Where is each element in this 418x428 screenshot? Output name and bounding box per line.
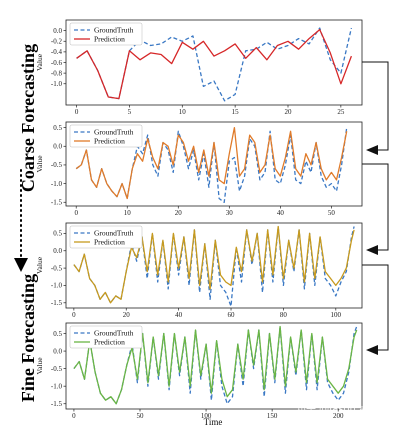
y-axis-label: Value [35,155,44,173]
legend-entry: GroundTruth [94,329,134,338]
figure-decorations [14,61,389,355]
y-tick-label: -1.5 [51,199,63,207]
y-tick-label: 0.5 [53,330,62,338]
x-tick-label: 80 [280,311,288,319]
connector-arrowhead-1 [366,145,378,155]
chart-panel-4: 0 50 100 150 200 -1.5 -1.0 -0.5 0.0 0.5 Value Groun… [35,322,363,420]
prediction-series-line [76,28,353,100]
x-tick-label: 0 [72,412,76,420]
y-tick-label: -0.2 [51,38,63,46]
x-tick-label: 25 [337,108,345,116]
groundtruth-series-line [76,27,353,102]
y-tick-label: -1.5 [51,400,63,408]
x-tick-label: 10 [124,209,132,217]
x-tick-label: 20 [285,108,293,116]
connector-arrowhead-3 [366,345,378,355]
x-tick-label: 20 [123,311,131,319]
legend-entry: Prediction [94,238,125,247]
prediction-series-line [73,325,358,405]
y-tick-label: -1.5 [51,299,63,307]
legend-entry: GroundTruth [94,26,134,35]
coarse-forecasting-label: Coarse Forecasting [18,44,38,192]
x-tick-label: 30 [226,209,234,217]
x-tick-label: 60 [228,311,236,319]
x-axis-label: Time [204,417,223,427]
y-tick-label: -0.5 [51,161,63,169]
x-tick-label: 40 [277,209,285,217]
x-tick-label: 10 [179,108,187,116]
x-tick-label: 0 [72,311,76,319]
legend-entry: Prediction [94,137,125,146]
y-tick-label: 0.0 [53,247,62,255]
x-tick-label: 0 [75,108,79,116]
y-tick-label: -0.5 [51,365,63,373]
fine-forecasting-label: Fine Forecasting [18,274,38,402]
y-axis-label: Value [35,53,44,71]
x-tick-label: 150 [267,412,278,420]
x-tick-label: 15 [232,108,240,116]
x-tick-label: 50 [137,412,145,420]
y-tick-label: 0.0 [53,347,62,355]
prediction-series-line [73,225,355,304]
left-arrowhead [14,258,28,272]
y-axis-label: Value [35,256,44,274]
y-tick-label: -1.0 [51,282,63,290]
prediction-series-line [75,126,348,200]
y-tick-label: -1.0 [51,382,63,390]
y-tick-label: -0.8 [51,69,63,77]
connector-arrowhead-2 [366,245,378,255]
y-tick-label: -1.0 [51,180,63,188]
connector-line-2 [362,163,389,251]
chart-panel-3: 0 20 40 60 80 100 -1.5 -1.0 -0.5 0.0 0.5 Value Groun… [35,222,363,319]
y-tick-label: -0.4 [51,48,63,56]
y-axis-label: Value [35,357,44,375]
legend-entry: GroundTruth [94,229,134,238]
x-tick-label: 200 [333,412,344,420]
x-tick-label: 40 [175,311,183,319]
x-tick-label: 5 [128,108,132,116]
y-tick-label: -0.5 [51,264,63,272]
x-tick-label: 0 [74,209,78,217]
y-tick-label: 0.0 [53,27,62,35]
legend-entry: GroundTruth [94,128,134,137]
connector-line-3 [362,264,389,351]
connector-line-1 [362,61,389,151]
watermark: 知乎 @Jason anna [296,402,384,415]
legend-entry: Prediction [94,35,125,44]
y-tick-label: 0.5 [53,230,62,238]
chart-panel-2: 0 10 20 30 40 50 -1.5 -1.0 -0.5 0.0 0.5 Value Ground… [35,121,363,217]
y-tick-label: 0.0 [53,143,62,151]
x-tick-label: 50 [328,209,336,217]
x-tick-label: 100 [331,311,342,319]
legend-entry: Prediction [94,338,125,347]
y-tick-label: -0.6 [51,59,63,67]
chart-panel-1: 0 5 10 15 20 25 -1.0 -0.8 -0.6 -0.4 -0.2 0.0 Value Gr… [35,19,363,116]
x-tick-label: 100 [201,412,212,420]
y-tick-label: -1.0 [51,80,63,88]
x-tick-label: 20 [175,209,183,217]
y-tick-label: 0.5 [53,124,62,132]
